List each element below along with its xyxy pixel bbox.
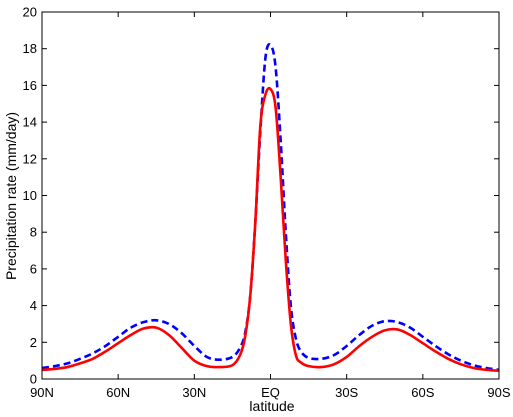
x-tick-label: 30N	[182, 385, 206, 400]
y-tick-label: 14	[23, 115, 37, 130]
plot-frame	[41, 11, 500, 380]
x-tick-group: 90N 60N 30N EQ 30S 60S 90S	[30, 12, 511, 400]
y-tick-label: 12	[23, 151, 37, 166]
y-tick-label: 8	[30, 225, 37, 240]
x-tick-label: 90S	[487, 385, 510, 400]
y-tick-label: 10	[23, 188, 37, 203]
y-tick-label: 20	[23, 5, 37, 20]
series-line-dashed-blue	[41, 43, 500, 372]
y-axis-label: Precipitation rate (mm/day)	[3, 112, 19, 280]
series-line-solid-red	[41, 86, 500, 373]
y-tick-label: 4	[30, 298, 37, 313]
x-axis-label: latitude	[249, 398, 294, 414]
y-tick-label: 18	[23, 41, 37, 56]
x-tick-label: 60S	[411, 385, 434, 400]
x-tick-label: 90N	[30, 385, 54, 400]
plot-layer	[41, 43, 500, 373]
y-tick-label: 6	[30, 261, 37, 276]
y-tick-label: 16	[23, 78, 37, 93]
y-tick-label: 0	[30, 372, 37, 387]
y-tick-label: 2	[30, 335, 37, 350]
x-tick-label: EQ	[261, 385, 280, 400]
x-tick-label: 60N	[106, 385, 130, 400]
x-tick-label: 30S	[335, 385, 358, 400]
y-tick-group: 0 2 4 6 8 10 12 14 16 18 20	[23, 5, 499, 387]
